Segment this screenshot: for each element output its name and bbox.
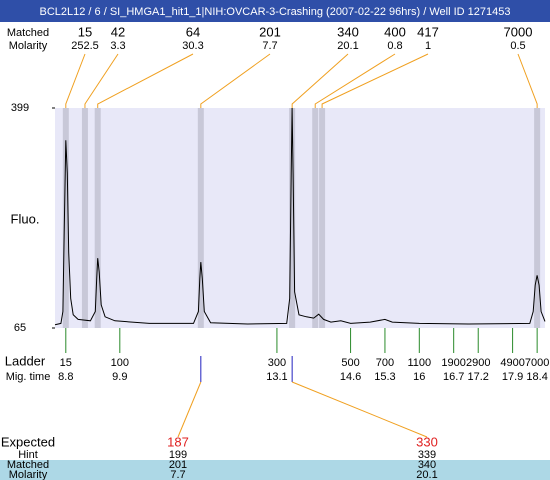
molarity-value: 20.1	[416, 469, 437, 480]
molarity-value: 7.7	[170, 469, 185, 480]
ladder-time: 16	[413, 371, 425, 383]
peak-connector	[314, 53, 396, 108]
peak-matched: 400	[384, 24, 406, 39]
peak-band	[312, 108, 319, 328]
peak-connector	[97, 53, 194, 108]
peak-band	[62, 108, 69, 328]
peak-matched: 201	[259, 24, 281, 39]
matched-value: 201	[169, 459, 187, 471]
peak-matched: 42	[111, 24, 125, 39]
ladder-time: 17.2	[468, 371, 489, 383]
ladder-label: Ladder	[5, 353, 46, 368]
ladder-size: 300	[268, 357, 286, 369]
matched-header: Matched	[7, 27, 49, 39]
expected-label: Expected	[1, 434, 55, 449]
peak-molarity: 30.3	[182, 40, 203, 52]
ladder-time: 9.9	[112, 371, 127, 383]
ladder-time: 15.3	[374, 371, 395, 383]
ladder-size: 1100	[407, 357, 431, 369]
peak-matched: 417	[417, 24, 439, 39]
ladder-time: 13.1	[266, 371, 287, 383]
expected-connector	[291, 381, 428, 438]
peak-connector	[65, 53, 86, 108]
hint-value: 199	[169, 449, 187, 461]
y-tick-label: 65	[14, 322, 26, 334]
peak-molarity: 252.5	[71, 40, 99, 52]
peak-band	[81, 108, 88, 328]
peak-matched: 7000	[504, 24, 533, 39]
expected-connector	[177, 381, 202, 438]
peak-connector	[517, 53, 538, 108]
peak-connector	[321, 53, 429, 108]
matched-row-bg	[0, 460, 550, 480]
matched-label: Matched	[7, 459, 49, 471]
ladder-size: 2900	[466, 357, 490, 369]
matched-value: 340	[418, 459, 436, 471]
ladder-time: 8.8	[58, 371, 73, 383]
peak-band	[197, 108, 204, 328]
ladder-size: 7000	[525, 357, 549, 369]
plot-area	[55, 108, 545, 328]
expected-value: 187	[167, 434, 189, 449]
peak-connector	[200, 53, 271, 108]
hint-value: 339	[418, 449, 436, 461]
ladder-size: 15	[60, 357, 72, 369]
molarity-label: Molarity	[9, 469, 48, 480]
y-axis-label: Fluo.	[11, 211, 40, 226]
peak-molarity: 7.7	[262, 40, 277, 52]
peak-matched: 15	[78, 24, 92, 39]
peak-molarity: 0.5	[510, 40, 525, 52]
peak-band	[94, 108, 101, 328]
ladder-time: 14.6	[340, 371, 361, 383]
peak-connector	[84, 53, 119, 108]
expected-value: 330	[416, 434, 438, 449]
title: BCL2L12 / 6 / SI_HMGA1_hit1_1|NIH:OVCAR-…	[40, 6, 511, 18]
title-bar	[0, 0, 550, 22]
ladder-size: 100	[111, 357, 129, 369]
peak-band	[289, 108, 296, 328]
hint-label: Hint	[18, 449, 38, 461]
ladder-time: 16.7	[443, 371, 464, 383]
ladder-size: 500	[341, 357, 359, 369]
peak-matched: 64	[186, 24, 200, 39]
ladder-time: 18.4	[526, 371, 547, 383]
peak-molarity: 1	[425, 40, 431, 52]
trace	[54, 107, 546, 326]
peak-molarity: 3.3	[110, 40, 125, 52]
peak-connector	[291, 53, 349, 108]
ladder-size: 1900	[441, 357, 465, 369]
peak-band	[534, 108, 541, 328]
ladder-time: 17.9	[502, 371, 523, 383]
ladder-size: 700	[376, 357, 394, 369]
y-tick-label: 399	[11, 102, 29, 114]
mig-time-label: Mig. time	[6, 371, 51, 383]
peak-band	[319, 108, 326, 328]
peak-molarity: 0.8	[387, 40, 402, 52]
peak-matched: 340	[337, 24, 359, 39]
molarity-header: Molarity	[9, 40, 48, 52]
peak-molarity: 20.1	[337, 40, 358, 52]
ladder-size: 4900	[500, 357, 524, 369]
